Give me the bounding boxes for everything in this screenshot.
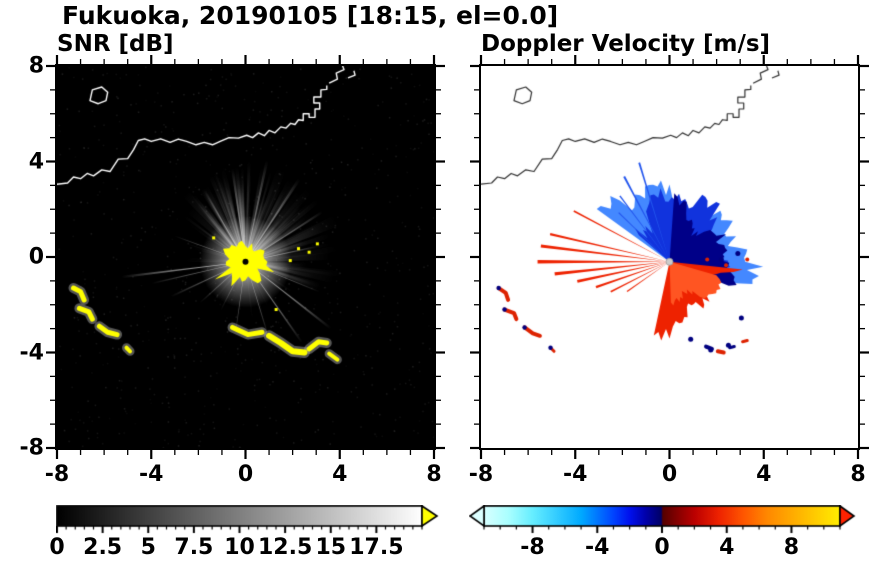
x-tick-label: 8 xyxy=(850,462,866,487)
x-tick-label: -4 xyxy=(139,462,164,487)
snr-heatmap-canvas xyxy=(57,66,434,448)
colorbar-tick-label: 10 xyxy=(224,535,255,560)
y-tick-label: 0 xyxy=(28,244,44,270)
colorbar-tick-label: -8 xyxy=(520,535,545,560)
x-tick-label: 4 xyxy=(756,462,772,487)
colorbar-tick-label: 7.5 xyxy=(174,535,214,560)
colorbar-tick-label: 0 xyxy=(49,535,65,560)
snr-colorbar-canvas xyxy=(56,505,440,535)
colorbar-tick-label: -4 xyxy=(585,535,610,560)
snr-panel-title: SNR [dB] xyxy=(57,31,174,57)
y-tick-label: -4 xyxy=(19,340,44,365)
colorbar-tick-label: 5 xyxy=(140,535,156,560)
x-tick-label: -8 xyxy=(44,462,70,487)
x-tick-label: 4 xyxy=(332,462,348,487)
colorbar-tick-label: 15 xyxy=(315,535,347,560)
x-tick-label: 0 xyxy=(661,462,678,487)
velocity-plot-frame xyxy=(479,64,860,450)
velocity-colorbar-canvas xyxy=(469,505,856,535)
velocity-panel-title: Doppler Velocity [m/s] xyxy=(481,31,771,57)
y-tick-label: -8 xyxy=(19,435,44,461)
colorbar-tick-label: 2.5 xyxy=(83,535,123,560)
y-tick-label: 8 xyxy=(28,53,44,79)
colorbar-tick-label: 0 xyxy=(654,535,670,560)
velocity-heatmap-canvas xyxy=(481,66,858,448)
x-tick-label: 0 xyxy=(237,462,254,487)
colorbar-tick-label: 4 xyxy=(719,535,735,560)
colorbar-tick-label: 17.5 xyxy=(349,535,404,560)
x-tick-label: 8 xyxy=(426,462,442,487)
x-tick-label: -4 xyxy=(563,462,588,487)
colorbar-tick-label: 12.5 xyxy=(257,535,313,560)
y-tick-label: 4 xyxy=(28,149,44,174)
x-tick-label: -8 xyxy=(468,462,494,487)
snr-plot-frame xyxy=(55,64,436,450)
figure-title: Fukuoka, 20190105 [18:15, el=0.0] xyxy=(62,1,559,30)
colorbar-tick-label: 8 xyxy=(783,535,800,560)
